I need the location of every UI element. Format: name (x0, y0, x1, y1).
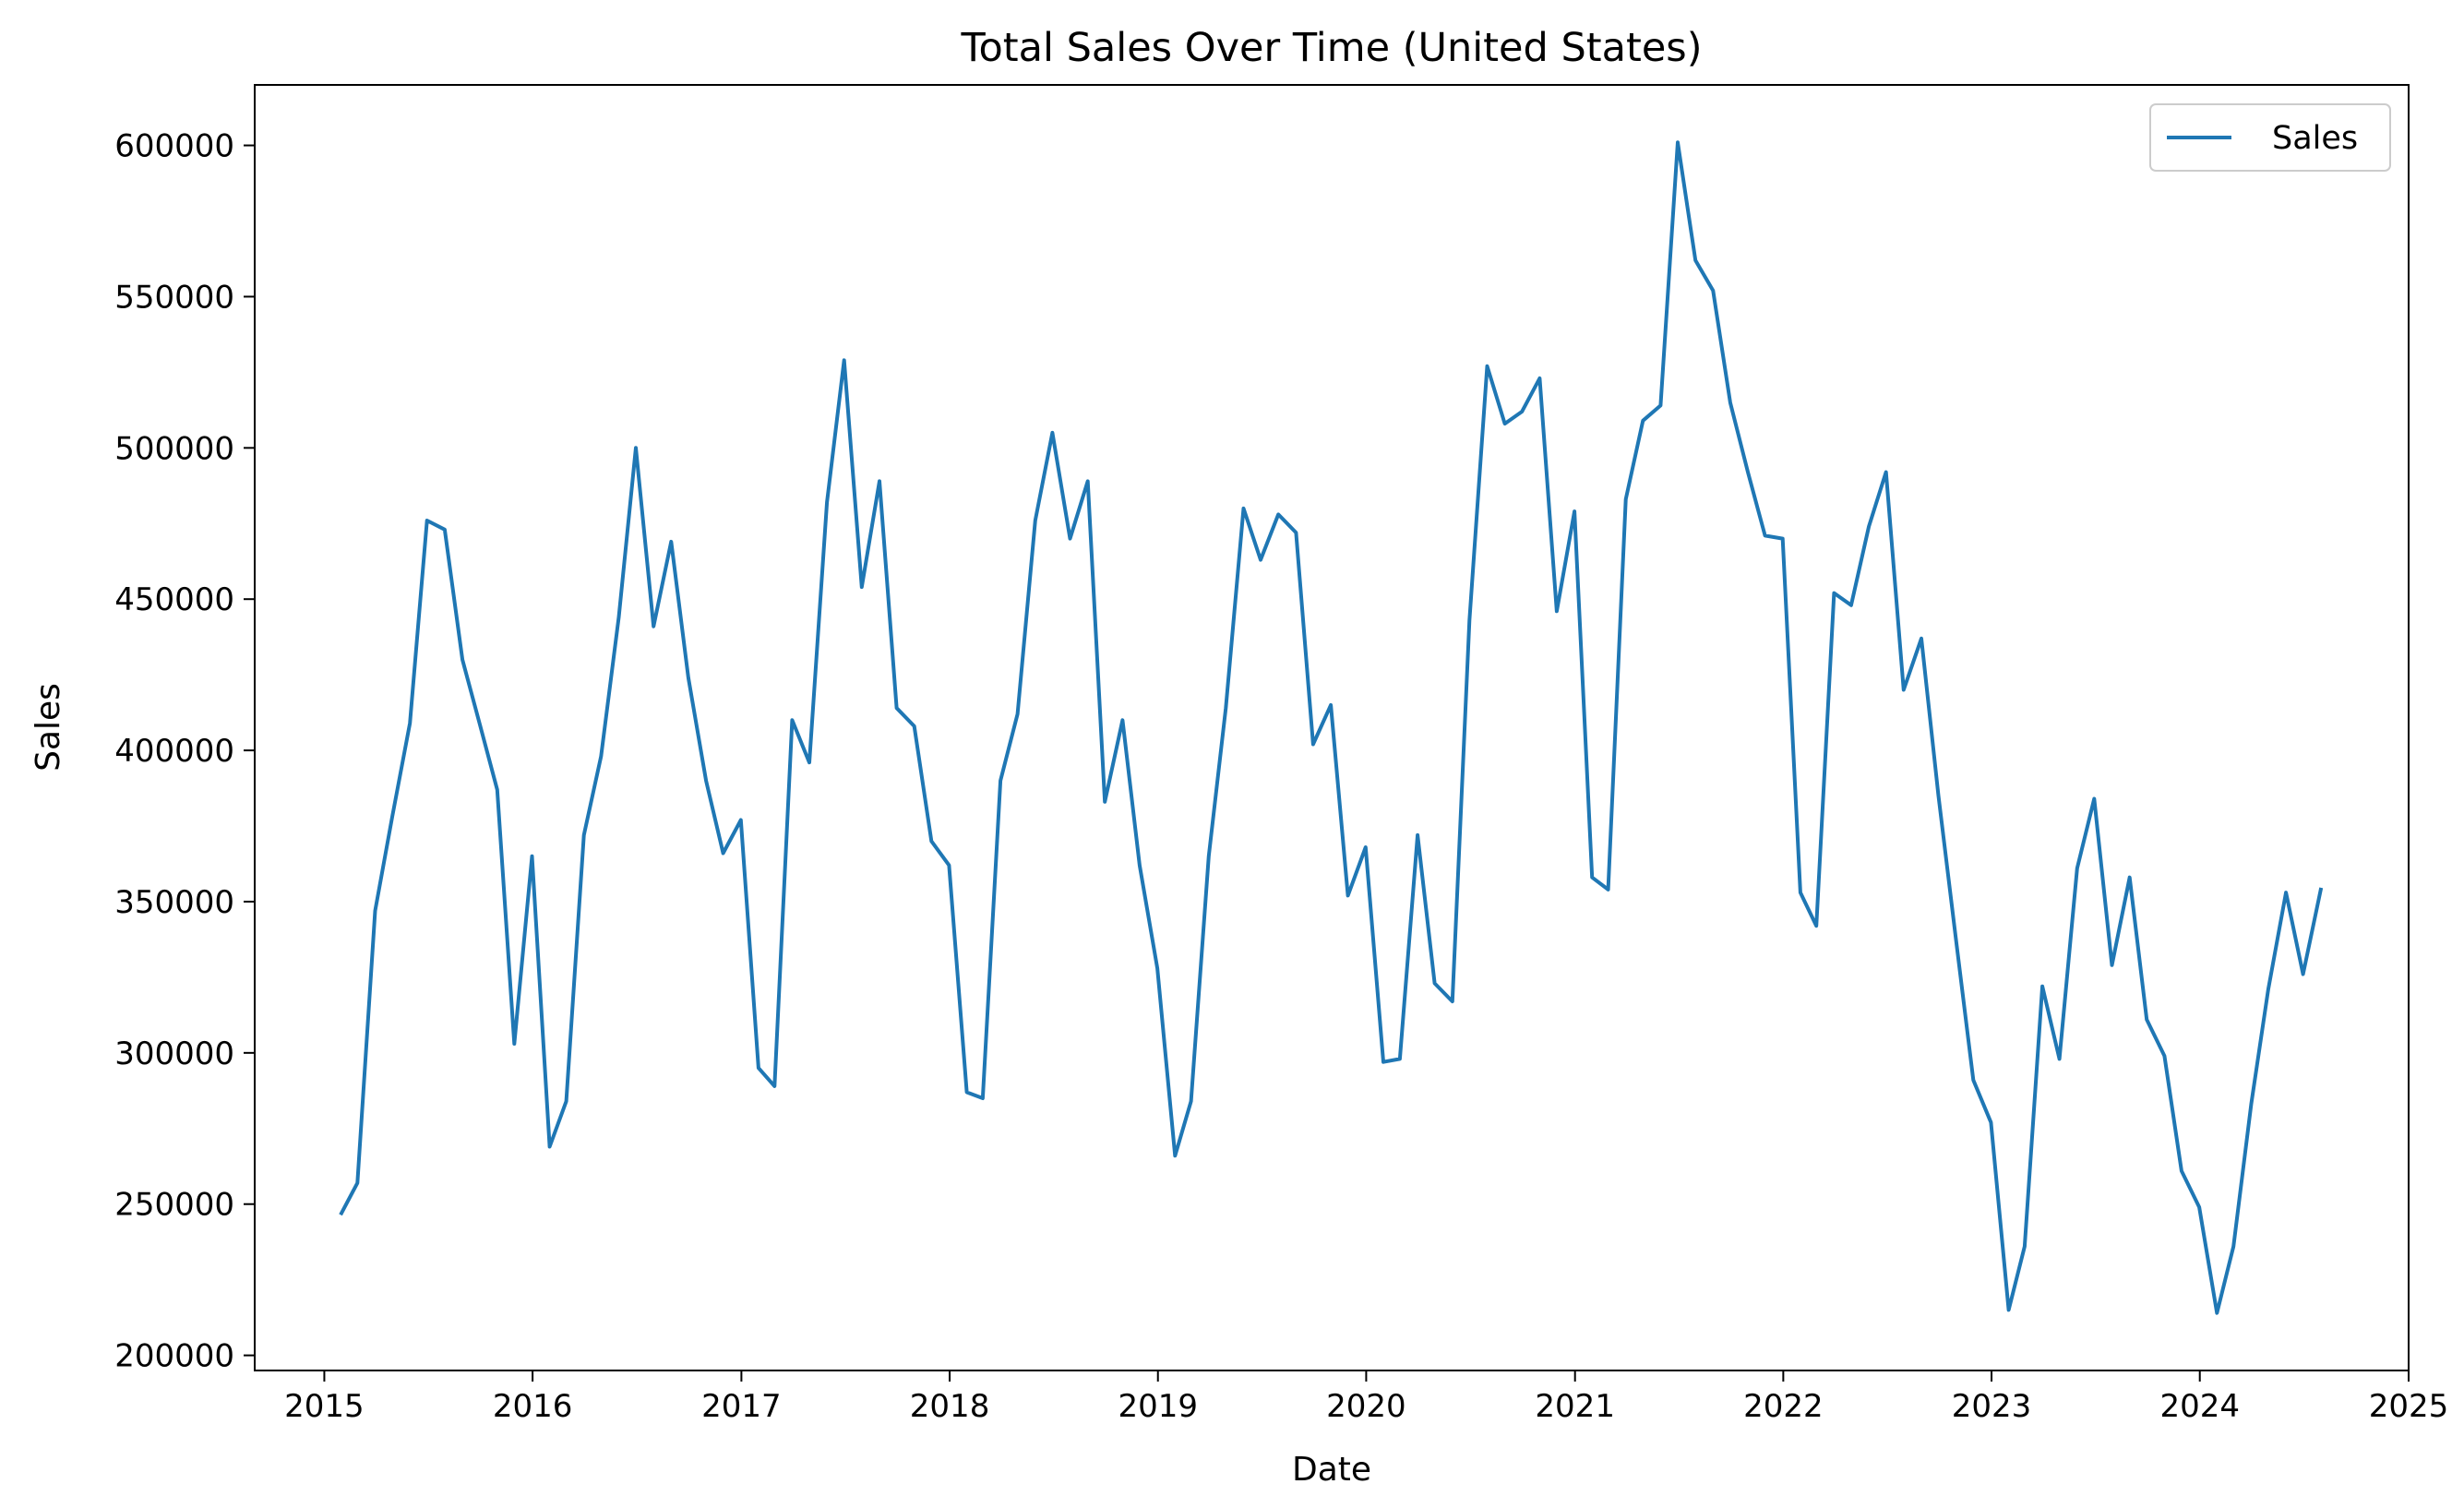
plot-area-frame (254, 84, 2410, 1371)
y-tick-label: 250000 (114, 1187, 234, 1224)
legend: Sales (2149, 103, 2391, 172)
series-layer (339, 140, 2324, 1315)
chart-title: Total Sales Over Time (United States) (961, 25, 1703, 71)
y-tick-label: 500000 (114, 430, 234, 467)
legend-label-sales: Sales (2272, 120, 2358, 157)
x-tick-label: 2025 (2369, 1388, 2449, 1425)
x-tick-label: 2023 (1952, 1388, 2032, 1425)
y-tick-label: 450000 (114, 581, 234, 618)
series-line-sales (339, 140, 2324, 1315)
y-axis-label: Sales (30, 683, 67, 772)
x-tick-label: 2021 (1535, 1388, 1615, 1425)
legend-box (2149, 103, 2391, 172)
y-tick-label: 400000 (114, 733, 234, 770)
x-tick-label: 2017 (701, 1388, 782, 1425)
y-tick-label: 300000 (114, 1035, 234, 1072)
x-tick-label: 2015 (284, 1388, 365, 1425)
y-tick-label: 350000 (114, 884, 234, 921)
x-tick-label: 2020 (1326, 1388, 1406, 1425)
y-tick-label: 600000 (114, 128, 234, 165)
y-tick-label: 200000 (114, 1338, 234, 1375)
x-tick-label: 2016 (493, 1388, 573, 1425)
x-tick-label: 2018 (910, 1388, 990, 1425)
y-tick-label: 550000 (114, 279, 234, 316)
x-tick-label: 2022 (1743, 1388, 1824, 1425)
axis-ticks: 2015 2016 2017 2018 2019 2020 2021 2022 2023 2024… (114, 128, 2448, 1425)
x-tick-label: 2024 (2159, 1388, 2240, 1425)
x-tick-label: 2019 (1118, 1388, 1198, 1425)
x-axis-label: Date (1292, 1451, 1371, 1489)
